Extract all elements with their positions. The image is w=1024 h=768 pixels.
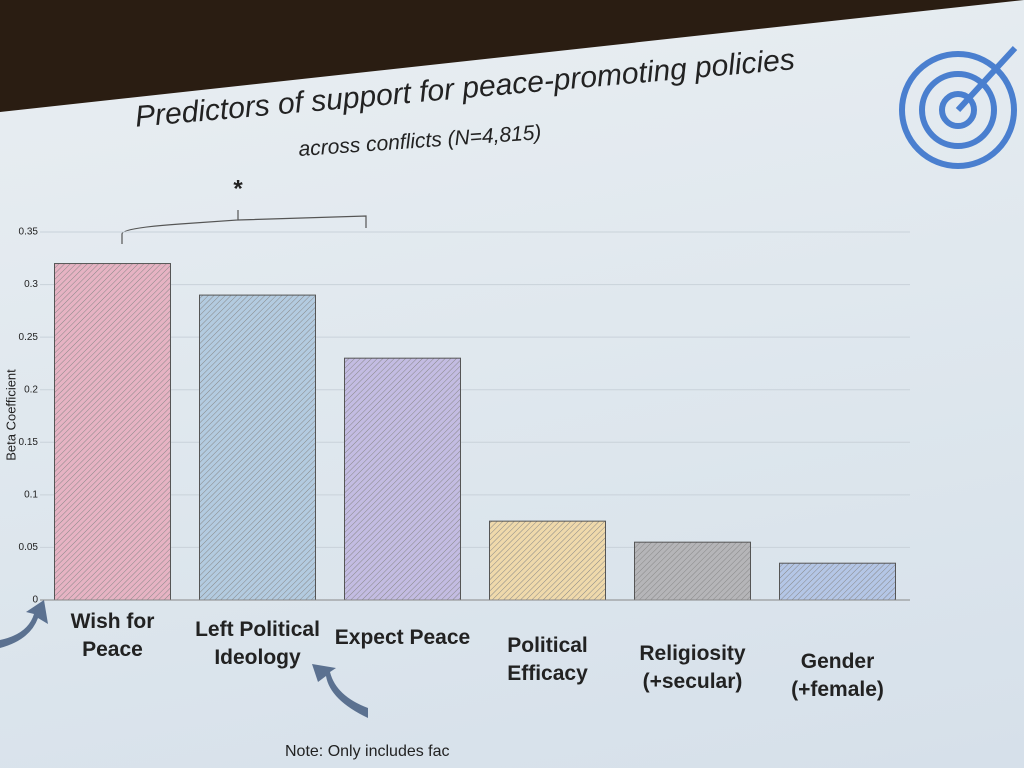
bar (199, 294, 316, 601)
y-tick-label: 0.2 (24, 384, 38, 395)
bar (634, 541, 751, 601)
y-axis-label: Beta Coefficient (3, 369, 18, 461)
bar (344, 357, 461, 601)
x-tick-label: Religiosity (+secular) (639, 642, 746, 694)
arrow (0, 600, 48, 648)
x-tick-label: Expect Peace (334, 626, 471, 649)
x-tick-label: Wish for Peace (70, 610, 155, 662)
bar (54, 263, 171, 601)
chart-subtitle: across conflicts (N=4,815) (298, 121, 542, 161)
y-tick-label: 0.05 (19, 542, 39, 553)
x-tick-label: Gender (+female) (791, 650, 884, 702)
x-tick-label: Left Political Ideology (195, 618, 320, 670)
significance-marker: * (233, 175, 243, 202)
y-tick-label: 0 (32, 595, 38, 606)
y-tick-label: 0.25 (19, 332, 39, 343)
arrow (312, 664, 368, 718)
y-tick-label: 0.1 (24, 489, 38, 500)
bracket (121, 210, 367, 244)
x-tick-label: Political Efficacy (507, 634, 588, 686)
y-tick-label: 0.35 (19, 227, 39, 238)
bar (489, 520, 606, 601)
bezel (0, 0, 1024, 112)
y-tick-label: 0.3 (24, 279, 38, 290)
target-icon (899, 45, 1018, 169)
y-tick-label: 0.15 (19, 437, 39, 448)
note: Note: Only includes fac (285, 743, 450, 760)
bar (779, 562, 896, 601)
